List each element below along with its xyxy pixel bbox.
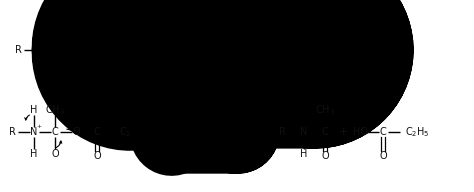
Text: N: N xyxy=(36,45,44,55)
Text: CH$_3$: CH$_3$ xyxy=(315,103,335,117)
Text: C$_2$H$_5$: C$_2$H$_5$ xyxy=(230,43,255,57)
Text: R: R xyxy=(15,45,21,55)
Text: O: O xyxy=(93,151,101,161)
Text: C: C xyxy=(163,45,169,55)
Text: +: + xyxy=(338,127,348,137)
Text: +: + xyxy=(71,45,81,55)
Text: H: H xyxy=(30,149,38,159)
Text: HO: HO xyxy=(353,127,368,137)
Text: C$_2$H$_5$: C$_2$H$_5$ xyxy=(405,125,430,139)
Text: CH$_3$: CH$_3$ xyxy=(45,103,65,117)
Text: R: R xyxy=(279,127,285,137)
Text: +: + xyxy=(36,123,42,128)
Text: O: O xyxy=(51,149,59,159)
Text: N: N xyxy=(30,127,38,137)
Text: O: O xyxy=(379,151,387,161)
Text: C: C xyxy=(205,45,211,55)
Text: C: C xyxy=(94,127,100,137)
Text: O: O xyxy=(204,69,212,79)
Text: C: C xyxy=(380,127,386,137)
Text: H: H xyxy=(30,105,38,115)
Text: C: C xyxy=(322,127,328,137)
Text: C$_2$H$_5$: C$_2$H$_5$ xyxy=(119,125,144,139)
Text: O: O xyxy=(183,45,191,55)
Text: H$_3$C: H$_3$C xyxy=(128,43,148,57)
Text: H: H xyxy=(56,45,64,55)
Text: R: R xyxy=(9,127,16,137)
Text: O: O xyxy=(321,151,329,161)
Text: H: H xyxy=(301,149,308,159)
Text: H: H xyxy=(36,66,44,76)
Text: N: N xyxy=(301,127,308,137)
Text: O: O xyxy=(72,127,80,137)
Text: O: O xyxy=(162,69,170,79)
Text: C: C xyxy=(52,127,58,137)
